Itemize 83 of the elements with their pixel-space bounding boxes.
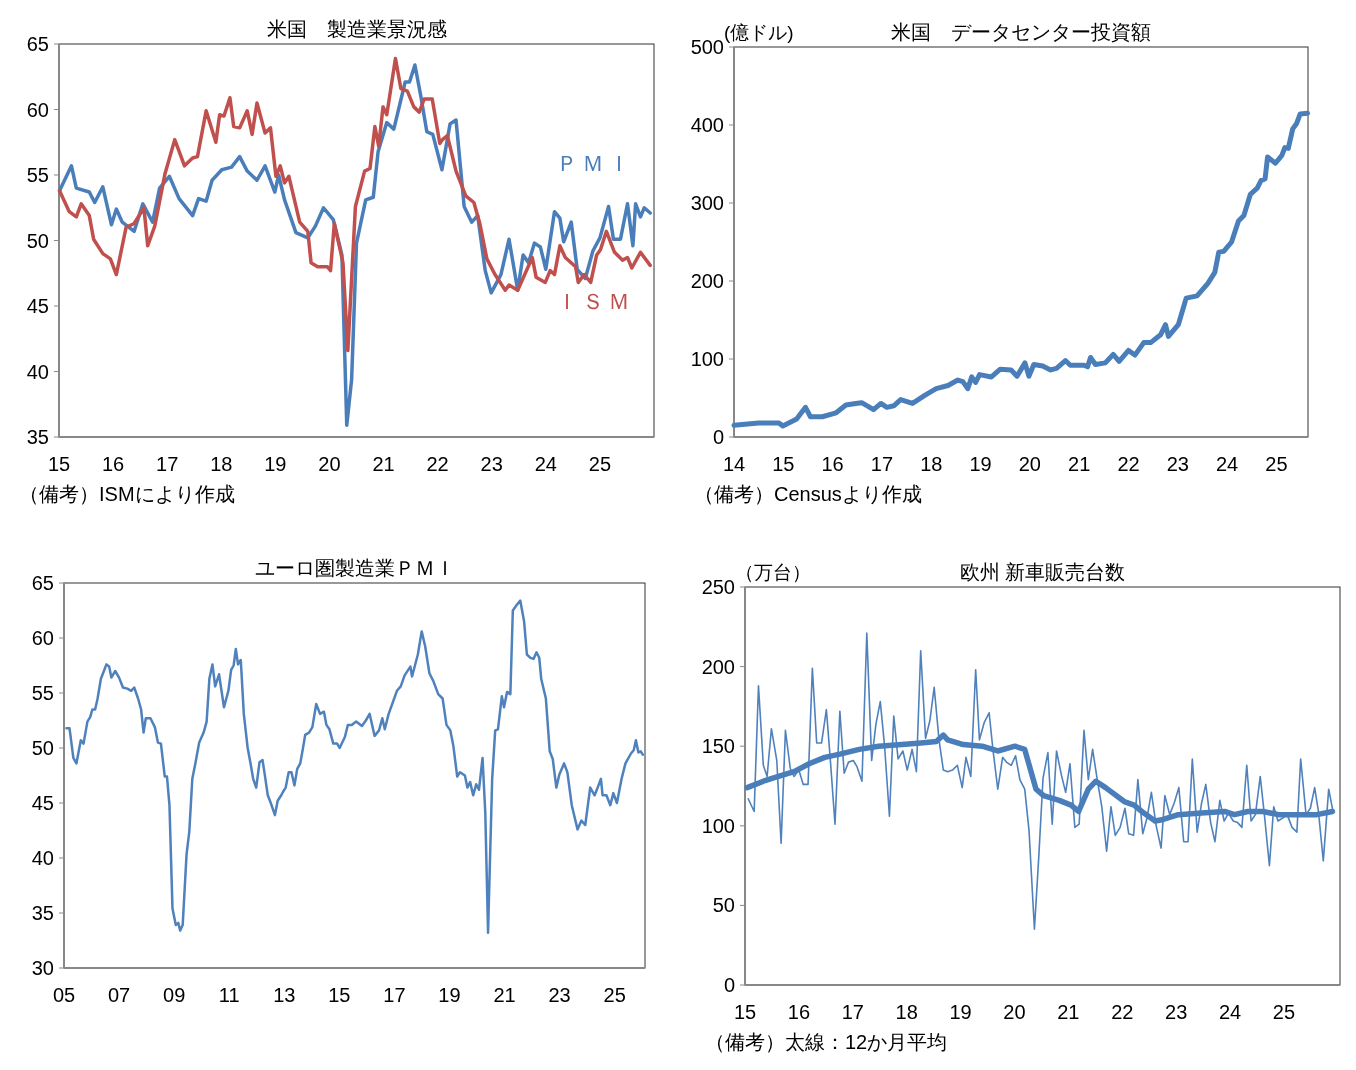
x-tick-label: 22 bbox=[426, 453, 449, 475]
x-tick-label: 24 bbox=[1216, 453, 1239, 475]
y-tick-label: 250 bbox=[701, 576, 735, 598]
y-tick-label: 50 bbox=[31, 737, 54, 759]
chart-title: 欧州 新車販売台数 bbox=[959, 561, 1126, 583]
x-tick-label: 15 bbox=[772, 453, 795, 475]
x-tick-label: 21 bbox=[1057, 1001, 1080, 1023]
x-tick-label: 23 bbox=[480, 453, 503, 475]
x-tick-label: 15 bbox=[47, 453, 71, 475]
x-tick-label: 24 bbox=[534, 453, 557, 475]
x-tick-label: 21 bbox=[493, 984, 516, 1006]
x-tick-label: 17 bbox=[841, 1001, 864, 1023]
x-tick-label: 17 bbox=[383, 984, 406, 1006]
x-tick-label: 07 bbox=[107, 984, 131, 1006]
x-tick-label: 19 bbox=[969, 453, 992, 475]
chart-title: 米国 製造業景況感 bbox=[266, 18, 447, 40]
y-tick-label: 45 bbox=[31, 792, 54, 814]
x-tick-label: 13 bbox=[273, 984, 296, 1006]
y-tick-label: 45 bbox=[26, 295, 49, 317]
x-tick-label: 23 bbox=[1166, 453, 1189, 475]
x-tick-label: 21 bbox=[1068, 453, 1091, 475]
y-tick-label: 0 bbox=[712, 426, 724, 448]
x-tick-label: 09 bbox=[163, 984, 186, 1006]
x-tick-label: 19 bbox=[264, 453, 287, 475]
x-tick-label: 05 bbox=[52, 984, 76, 1006]
x-tick-label: 18 bbox=[210, 453, 233, 475]
chart-title: 米国 データセンター投資額 bbox=[891, 21, 1151, 43]
y-tick-label: 35 bbox=[31, 902, 54, 924]
y-axis-title: （万台） bbox=[735, 562, 811, 583]
x-tick-label: 25 bbox=[588, 453, 612, 475]
x-tick-label: 25 bbox=[1265, 453, 1288, 475]
x-tick-label: 20 bbox=[1018, 453, 1041, 475]
x-tick-label: 14 bbox=[722, 453, 746, 475]
y-tick-label: 50 bbox=[712, 894, 735, 917]
y-tick-label: 35 bbox=[26, 426, 49, 448]
y-tick-label: 400 bbox=[690, 114, 724, 136]
x-tick-label: 20 bbox=[318, 453, 341, 475]
y-tick-label: 60 bbox=[26, 98, 49, 121]
y-tick-label: 60 bbox=[31, 627, 54, 649]
x-tick-label: 11 bbox=[218, 984, 240, 1006]
x-tick-label: 17 bbox=[156, 453, 179, 475]
x-tick-label: 22 bbox=[1117, 453, 1140, 475]
text: （備考）太線：12か月平均 bbox=[705, 1031, 948, 1053]
y-tick-label: 300 bbox=[690, 192, 724, 214]
x-tick-label: 16 bbox=[787, 1001, 811, 1023]
x-tick-label: 18 bbox=[920, 453, 943, 475]
x-tick-label: 15 bbox=[328, 984, 351, 1006]
series-label: ＰＭＩ bbox=[556, 150, 634, 176]
y-tick-label: 30 bbox=[31, 957, 54, 979]
x-tick-label: 19 bbox=[949, 1001, 972, 1023]
y-tick-label: 150 bbox=[701, 735, 735, 758]
y-tick-label: 100 bbox=[690, 348, 724, 370]
y-tick-label: 200 bbox=[690, 270, 724, 292]
y-tick-label: 50 bbox=[26, 229, 49, 252]
text: （備考）ISMにより作成 bbox=[19, 483, 235, 505]
x-tick-label: 21 bbox=[372, 453, 395, 475]
x-tick-label: 25 bbox=[1272, 1001, 1296, 1023]
y-tick-label: 65 bbox=[31, 572, 54, 594]
y-tick-label: 200 bbox=[701, 655, 735, 678]
x-tick-label: 25 bbox=[603, 984, 626, 1006]
x-tick-label: 17 bbox=[870, 453, 894, 475]
y-tick-label: 40 bbox=[26, 360, 49, 383]
y-tick-label: 0 bbox=[723, 974, 735, 996]
series-label: ＩＳＭ bbox=[556, 289, 634, 315]
x-tick-label: 22 bbox=[1111, 1001, 1134, 1023]
x-tick-label: 23 bbox=[1165, 1001, 1188, 1023]
x-tick-label: 16 bbox=[101, 453, 125, 475]
x-tick-label: 15 bbox=[733, 1001, 757, 1023]
x-tick-label: 16 bbox=[821, 453, 844, 475]
y-tick-label: 55 bbox=[26, 164, 49, 186]
y-axis-title: (億ドル) bbox=[724, 22, 794, 43]
y-tick-label: 500 bbox=[690, 36, 724, 58]
x-tick-label: 23 bbox=[548, 984, 571, 1006]
y-tick-label: 40 bbox=[31, 847, 54, 869]
text: （備考）Censusより作成 bbox=[694, 483, 922, 505]
x-tick-label: 19 bbox=[438, 984, 461, 1006]
x-tick-label: 20 bbox=[1003, 1001, 1026, 1023]
y-tick-label: 65 bbox=[26, 33, 49, 55]
chart-title: ユーロ圏製造業ＰＭＩ bbox=[254, 557, 455, 579]
x-tick-label: 18 bbox=[895, 1001, 918, 1023]
y-tick-label: 55 bbox=[31, 682, 54, 704]
y-tick-label: 100 bbox=[701, 814, 735, 837]
x-tick-label: 24 bbox=[1218, 1001, 1242, 1023]
